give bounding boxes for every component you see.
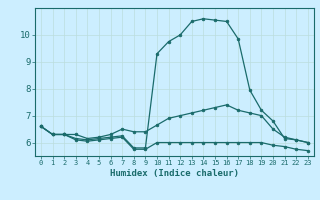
- X-axis label: Humidex (Indice chaleur): Humidex (Indice chaleur): [110, 169, 239, 178]
